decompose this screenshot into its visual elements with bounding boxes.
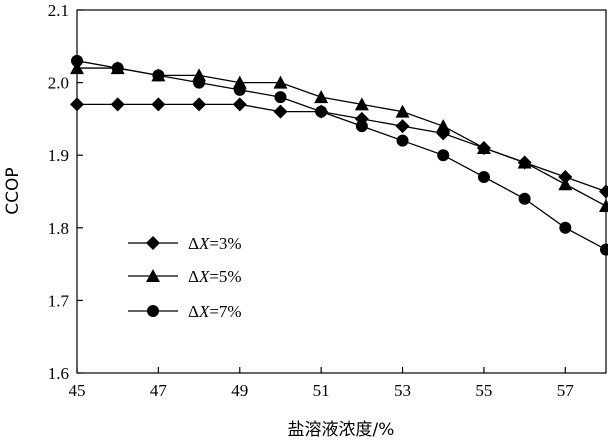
- series-diamond: [70, 97, 608, 199]
- legend-marker-diamond: [146, 236, 160, 250]
- data-point-circle: [477, 170, 490, 183]
- legend-delta: Δ: [188, 234, 199, 253]
- data-point-triangle: [354, 97, 369, 111]
- data-point-triangle: [395, 104, 410, 118]
- legend-delta: Δ: [188, 267, 199, 286]
- y-tick-label: 1.8: [48, 219, 69, 238]
- data-point-diamond: [110, 97, 125, 112]
- data-point-circle: [152, 69, 165, 82]
- data-point-circle: [111, 62, 124, 75]
- legend-value: =7%: [209, 302, 241, 321]
- data-point-circle: [559, 221, 572, 234]
- series-layer: [70, 54, 608, 256]
- data-point-diamond: [599, 184, 608, 199]
- data-point-circle: [437, 149, 450, 162]
- x-tick-label: 47: [150, 381, 168, 400]
- y-tick-label: 2.0: [48, 74, 69, 93]
- y-axis-ticks: 1.6 1.7 1.8 1.9 2.0 2.1: [48, 1, 83, 383]
- data-point-triangle: [517, 155, 532, 169]
- legend-variable: X: [198, 302, 210, 321]
- legend-marker-circle: [147, 305, 159, 317]
- data-point-circle: [233, 83, 246, 96]
- data-point-diamond: [232, 97, 247, 112]
- data-point-circle: [600, 243, 608, 256]
- data-point-circle: [315, 105, 328, 118]
- legend-item: ΔX=3%: [128, 234, 242, 253]
- x-tick-label: 53: [394, 381, 411, 400]
- data-point-triangle: [70, 61, 84, 75]
- y-tick-label: 1.6: [48, 364, 69, 383]
- data-point-triangle: [599, 199, 608, 213]
- series-triangle: [70, 61, 608, 213]
- data-point-circle: [518, 192, 531, 205]
- legend-label: ΔX=3%: [188, 234, 242, 253]
- data-point-circle: [396, 134, 409, 147]
- data-point-triangle: [558, 177, 573, 191]
- data-point-circle: [71, 54, 83, 67]
- data-point-diamond: [192, 97, 207, 112]
- series-circle: [71, 54, 608, 256]
- data-point-triangle: [314, 90, 329, 104]
- data-point-circle: [355, 120, 368, 133]
- series-line: [77, 67, 607, 207]
- x-tick-label: 51: [313, 381, 330, 400]
- data-point-diamond: [70, 97, 84, 112]
- x-tick-label: 57: [557, 381, 575, 400]
- x-axis-title: 盐溶液浓度/%: [288, 420, 395, 440]
- legend-label: ΔX=7%: [188, 302, 242, 321]
- x-tick-label: 55: [475, 381, 492, 400]
- x-tick-label: 45: [69, 381, 86, 400]
- legend-item: ΔX=7%: [128, 302, 242, 321]
- plot-frame: [76, 9, 607, 374]
- legend-item: ΔX=5%: [128, 267, 242, 286]
- data-point-triangle: [476, 140, 491, 154]
- data-point-triangle: [436, 119, 451, 133]
- legend-label: ΔX=5%: [188, 267, 242, 286]
- y-tick-label: 1.9: [48, 146, 69, 165]
- data-point-diamond: [151, 97, 166, 112]
- data-point-diamond: [558, 169, 573, 184]
- data-point-circle: [193, 76, 206, 89]
- x-axis-ticks: 45 47 49 51 53 55 57: [69, 367, 575, 400]
- data-point-triangle: [273, 75, 288, 89]
- legend-marker-triangle: [146, 269, 160, 282]
- y-tick-label: 2.1: [48, 1, 69, 20]
- legend-delta: Δ: [188, 302, 199, 321]
- data-point-circle: [274, 91, 287, 104]
- series-line: [77, 103, 607, 193]
- legend-variable: X: [198, 267, 210, 286]
- legend-value: =5%: [209, 267, 241, 286]
- y-tick-label: 1.7: [48, 291, 70, 310]
- y-axis-title: CCOP: [3, 167, 23, 214]
- legend-value: =3%: [209, 234, 241, 253]
- x-tick-label: 49: [231, 381, 248, 400]
- legend-variable: X: [198, 234, 210, 253]
- series-line: [76, 60, 607, 251]
- data-point-diamond: [273, 104, 288, 119]
- data-point-diamond: [395, 119, 410, 134]
- legend: ΔX=3%ΔX=5%ΔX=7%: [128, 234, 242, 321]
